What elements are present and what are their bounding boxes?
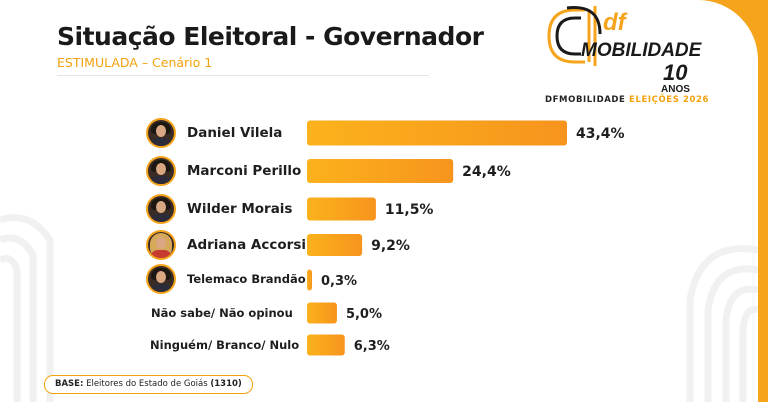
- title-divider: [57, 75, 429, 76]
- base-label: BASE:: [55, 379, 84, 389]
- avatar-wilder-morais: [146, 194, 176, 224]
- page-subtitle: ESTIMULADA – Cenário 1: [57, 55, 213, 70]
- avatar-adriana-accorsi: [146, 230, 176, 260]
- category-label-nao-sabe: Não sabe/ Não opinou: [151, 306, 293, 320]
- category-label-adriana-accorsi: Adriana Accorsi: [187, 237, 306, 253]
- category-label-marconi-perillo: Marconi Perillo: [187, 163, 302, 179]
- category-label-ninguem: Ninguém/ Branco/ Nulo: [150, 338, 300, 352]
- base-count: (1310): [210, 379, 242, 389]
- value-label-nao-sabe-nao-opinou: 5,0%: [346, 307, 382, 322]
- tagline-brand: DFMOBILIDADE: [545, 95, 626, 105]
- bar-telemaco-brandao: [307, 269, 312, 291]
- bar-marconi-perillo: [307, 159, 454, 183]
- value-label-telemaco-brandao: 0,3%: [321, 274, 357, 289]
- value-label-ninguem-branco-nulo: 6,3%: [354, 339, 390, 354]
- category-label-telemaco-brandao: Telemaco Brandão: [187, 272, 306, 286]
- page-title: Situação Eleitoral - Governador: [57, 22, 484, 51]
- avatar-telemaco-brandao: [146, 264, 176, 294]
- dfmobilidade-logo: df MOBILIDADE 10 ANOS: [547, 6, 703, 95]
- value-label-adriana-accorsi: 9,2%: [371, 238, 410, 254]
- bar-ninguem-branco-nulo: [307, 334, 345, 356]
- category-label-daniel-vilela: Daniel Vilela: [187, 125, 283, 141]
- value-label-wilder-morais: 11,5%: [385, 202, 434, 218]
- bar-adriana-accorsi: [307, 234, 363, 256]
- logo-years-word: ANOS: [661, 84, 690, 95]
- brand-tagline: DFMOBILIDADE ELEIÇÕES 2026: [545, 95, 708, 105]
- category-label-wilder-morais: Wilder Morais: [187, 201, 293, 217]
- base-footnote: BASE: Eleitores do Estado de Goiás (1310…: [44, 375, 253, 394]
- logo-name-text: MOBILIDADE: [581, 40, 703, 61]
- bar-nao-sabe-nao-opinou: [307, 302, 337, 324]
- tagline-elections: ELEIÇÕES 2026: [629, 95, 710, 105]
- logo-years-number: 10: [663, 60, 688, 85]
- avatar-marconi-perillo: [146, 156, 176, 186]
- base-text: Eleitores do Estado de Goiás: [86, 379, 208, 389]
- value-label-marconi-perillo: 24,4%: [462, 164, 511, 180]
- avatar-daniel-vilela: [146, 118, 176, 148]
- logo-df-text: df: [603, 9, 628, 36]
- bar-wilder-morais: [307, 197, 376, 221]
- value-label-daniel-vilela: 43,4%: [576, 126, 625, 142]
- bar-daniel-vilela: [307, 120, 567, 146]
